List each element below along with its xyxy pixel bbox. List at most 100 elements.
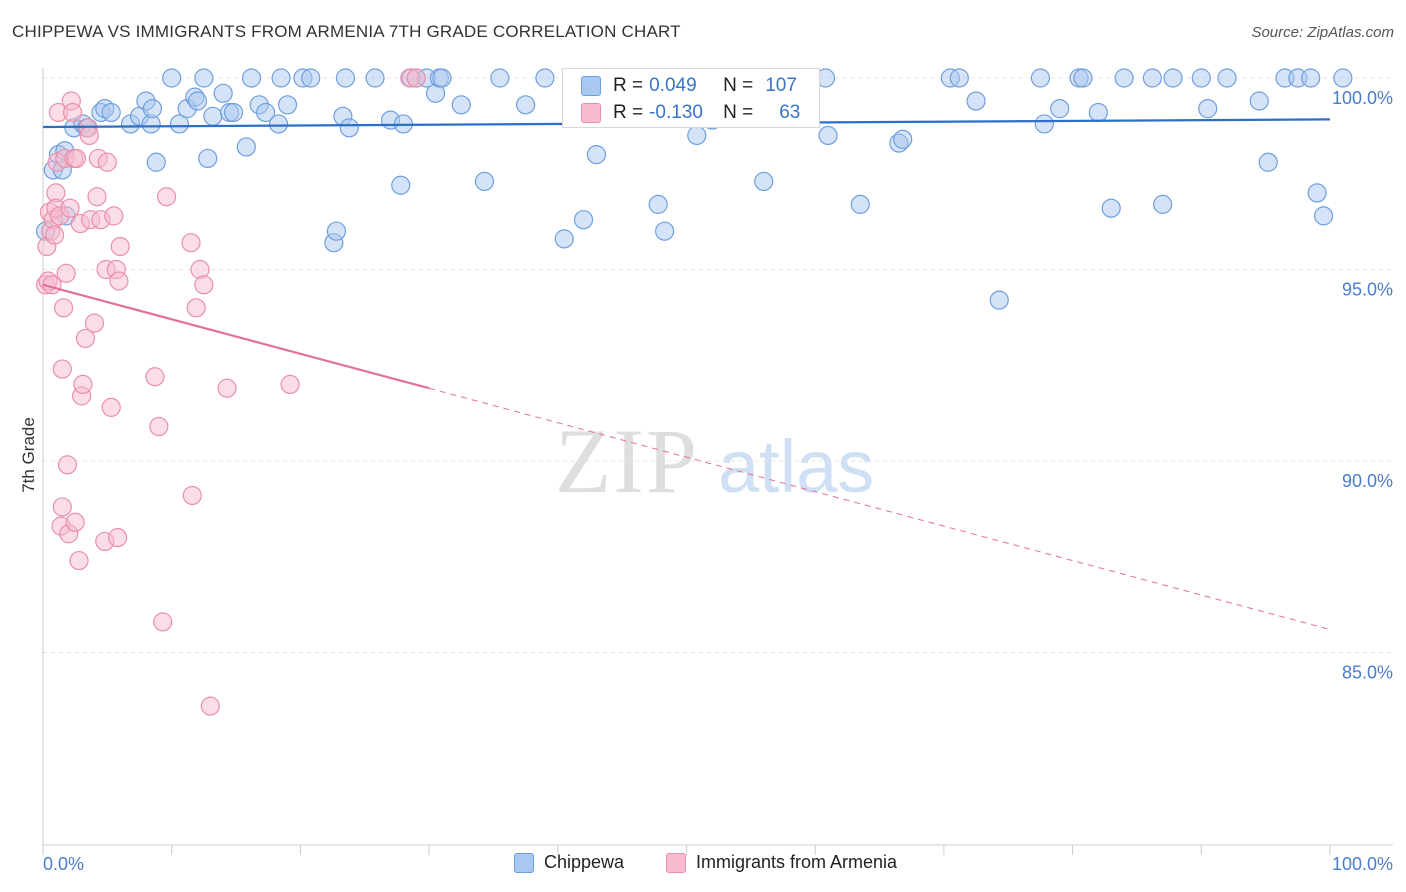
data-point	[365, 68, 385, 88]
data-point	[268, 114, 289, 134]
data-point	[966, 91, 986, 111]
data-point	[162, 68, 182, 88]
chart-title: CHIPPEWA VS IMMIGRANTS FROM ARMENIA 7TH …	[12, 22, 681, 41]
data-point	[573, 210, 594, 230]
data-point	[271, 68, 291, 88]
data-point	[203, 106, 223, 126]
data-point	[655, 221, 675, 241]
data-point	[586, 145, 607, 165]
data-point	[52, 497, 72, 517]
data-point	[1258, 152, 1278, 172]
watermark: ZIP atlas	[555, 410, 874, 512]
data-point	[989, 290, 1009, 310]
data-point	[187, 91, 208, 111]
data-point	[406, 68, 426, 88]
data-point	[84, 313, 105, 333]
data-point	[687, 125, 707, 146]
data-point	[1249, 91, 1269, 111]
y-tick-label: 100.0%	[1332, 88, 1393, 108]
data-point	[1034, 114, 1054, 134]
data-point	[200, 696, 220, 716]
data-point	[301, 68, 321, 88]
data-point	[1030, 68, 1051, 88]
data-point	[63, 102, 83, 123]
data-point	[79, 125, 99, 146]
data-point	[101, 397, 121, 417]
data-point	[1088, 102, 1108, 123]
data-point	[145, 367, 165, 387]
data-point	[1191, 68, 1211, 88]
series-legend: Chippewa Immigrants from Armenia	[0, 852, 1406, 876]
data-point	[97, 152, 117, 172]
data-point	[1050, 99, 1070, 119]
x-tick-label-right: 100.0%	[1332, 854, 1393, 874]
n-label: N =	[723, 75, 754, 96]
n-value: 107	[765, 75, 797, 96]
data-point	[60, 198, 80, 218]
data-point	[156, 187, 177, 207]
source-label: Source: ZipAtlas.com	[1251, 24, 1394, 41]
data-point	[1307, 183, 1327, 203]
data-point	[277, 95, 298, 115]
data-point	[451, 95, 471, 115]
chippewa-legend-swatch-icon	[514, 852, 534, 873]
legend-label-armenia: Immigrants from Armenia	[696, 852, 898, 872]
data-point	[1153, 194, 1173, 214]
legend-label-chippewa: Chippewa	[544, 852, 625, 872]
data-point	[101, 102, 121, 123]
data-point	[1333, 68, 1353, 88]
r-value: 0.049	[649, 75, 697, 96]
data-point	[73, 374, 93, 394]
data-point	[1142, 68, 1162, 88]
data-point	[52, 359, 72, 379]
y-tick-label: 85.0%	[1342, 663, 1393, 683]
data-point	[241, 68, 262, 88]
data-point	[335, 68, 356, 88]
data-point	[217, 378, 237, 398]
armenia-legend-swatch-icon	[666, 852, 686, 873]
data-point	[109, 271, 129, 291]
data-point	[391, 175, 411, 195]
data-point	[535, 68, 555, 88]
data-point	[256, 102, 276, 123]
y-tick-label: 90.0%	[1342, 471, 1393, 491]
data-point	[198, 148, 218, 169]
armenia-swatch-icon	[581, 103, 601, 123]
data-point	[66, 148, 87, 169]
data-point	[893, 129, 913, 149]
series-pink	[35, 68, 819, 716]
x-tick-label-left: 0.0%	[43, 854, 84, 874]
data-point	[280, 374, 300, 394]
data-point	[149, 416, 169, 437]
data-point	[490, 68, 510, 88]
data-point	[182, 485, 202, 506]
legend-item-armenia: Immigrants from Armenia	[666, 852, 897, 873]
data-point	[56, 263, 76, 283]
data-point	[554, 229, 574, 249]
data-point	[818, 125, 838, 146]
trend-line-pink	[42, 283, 430, 390]
data-point	[1301, 68, 1321, 88]
data-point	[87, 187, 107, 207]
data-point	[223, 102, 244, 123]
data-point	[1101, 198, 1121, 218]
r-label: R =	[613, 102, 644, 123]
data-point	[213, 83, 233, 103]
data-point	[53, 298, 74, 318]
data-point	[850, 194, 870, 214]
data-point	[186, 298, 206, 318]
legend-item-chippewa: Chippewa	[514, 852, 624, 873]
stats-legend-row-chippewa: R = 0.049 N = 107	[563, 73, 797, 99]
data-point	[104, 206, 124, 226]
data-point	[44, 225, 65, 245]
chippewa-swatch-icon	[581, 76, 601, 96]
data-point	[194, 275, 214, 295]
y-tick-label: 95.0%	[1342, 280, 1393, 300]
data-point	[110, 236, 130, 257]
data-point	[142, 99, 162, 119]
data-point	[339, 118, 359, 138]
data-point	[1114, 68, 1134, 88]
watermark-atlas: atlas	[718, 425, 874, 508]
data-point	[648, 194, 668, 214]
